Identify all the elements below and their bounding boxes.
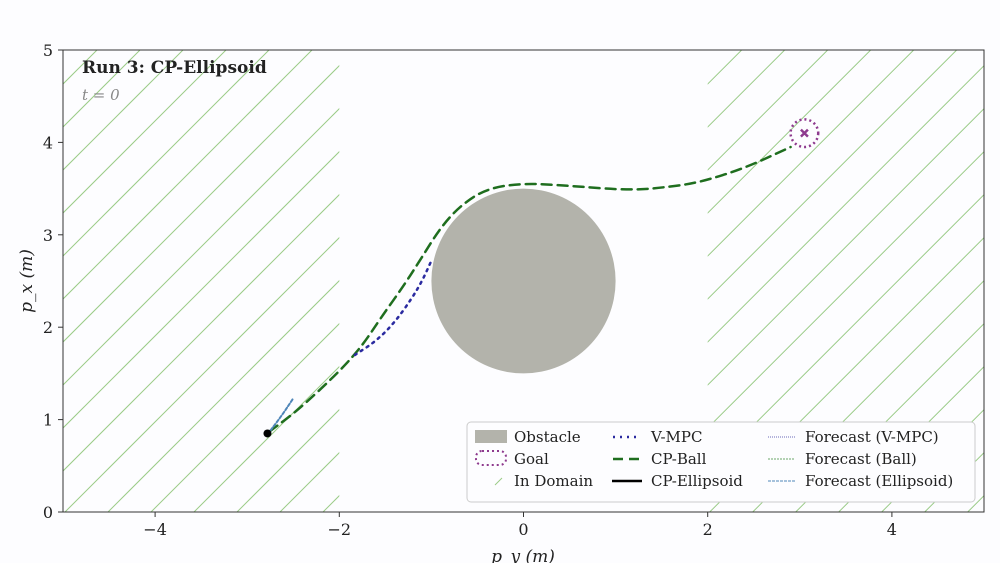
hatch-line xyxy=(707,50,829,171)
hatch-line xyxy=(707,107,984,386)
domain-region xyxy=(63,50,340,512)
y-tick-label: 2 xyxy=(43,318,53,337)
x-tick-label: 0 xyxy=(518,520,528,539)
hatch-line xyxy=(707,50,915,257)
legend-label: Forecast (Ellipsoid) xyxy=(805,472,953,490)
hatch-line xyxy=(707,50,958,300)
hatch-line xyxy=(150,322,340,512)
legend-label: In Domain xyxy=(514,472,593,490)
x-tick-label: −2 xyxy=(328,520,352,539)
legend-label: CP-Ellipsoid xyxy=(651,472,743,490)
hatch-line xyxy=(63,64,340,343)
legend-label: Goal xyxy=(514,450,549,468)
hatch-line xyxy=(63,50,313,300)
legend-label: CP-Ball xyxy=(651,450,707,468)
x-tick-label: −4 xyxy=(143,520,167,539)
hatch-line xyxy=(236,408,340,512)
legend-label: Obstacle xyxy=(514,428,581,446)
x-tick-label: 4 xyxy=(887,520,897,539)
hatch-line xyxy=(193,365,340,512)
legend-label: Forecast (Ball) xyxy=(805,450,917,468)
y-tick-label: 1 xyxy=(43,411,53,430)
hatch-line xyxy=(63,50,141,128)
hatch-line xyxy=(64,236,340,512)
y-axis-label: p_x (m) xyxy=(17,249,37,313)
goal-marker xyxy=(800,128,809,138)
y-tick-label: 4 xyxy=(43,133,53,152)
y-tick-label: 0 xyxy=(43,503,53,522)
hatch-line xyxy=(707,50,786,128)
legend-goal-swatch xyxy=(475,450,507,466)
hatch-line xyxy=(707,64,984,343)
y-tick-label: 3 xyxy=(43,226,53,245)
obstacle xyxy=(431,188,616,374)
legend-label: V-MPC xyxy=(650,428,702,446)
hatch-line xyxy=(63,50,227,214)
hatch-line xyxy=(107,279,340,512)
legend-obstacle-swatch xyxy=(475,430,507,443)
goal-region xyxy=(789,118,820,149)
hatch-line xyxy=(63,193,340,472)
series-cp-ball xyxy=(268,145,792,433)
hatch-line xyxy=(63,150,340,429)
legend-domain-swatch xyxy=(494,477,503,486)
hatch-line xyxy=(63,107,340,386)
y-tick-label: 5 xyxy=(43,41,53,60)
x-tick-label: 2 xyxy=(703,520,713,539)
hatch-line xyxy=(63,50,98,85)
time-label: t = 0 xyxy=(82,86,120,104)
start-point xyxy=(263,429,272,438)
chart-title: Run 3: CP-Ellipsoid xyxy=(82,58,267,78)
legend: Obstacle Goal In Domain V-MPC CP-Ball CP… xyxy=(466,421,976,503)
hatch-line xyxy=(63,50,184,171)
legend-label: Forecast (V-MPC) xyxy=(805,428,939,446)
x-axis-label: p_y (m) xyxy=(491,547,555,563)
hatch-line xyxy=(707,150,984,429)
hatch-line xyxy=(63,50,270,257)
